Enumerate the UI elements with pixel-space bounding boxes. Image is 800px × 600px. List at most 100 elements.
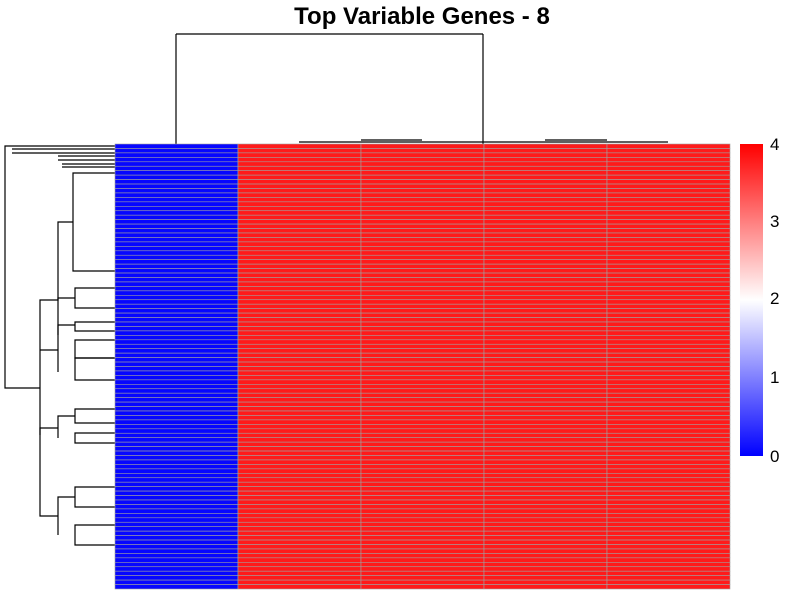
heatmap-cell <box>360 504 485 510</box>
heatmap-cell <box>114 179 239 185</box>
heatmap-cell <box>606 495 731 501</box>
heatmap-cell <box>483 210 608 216</box>
heatmap-cell <box>360 508 485 514</box>
heatmap-cell <box>114 432 239 438</box>
heatmap-cell <box>606 352 731 358</box>
heatmap-cell <box>360 272 485 278</box>
heatmap-cell <box>483 410 608 416</box>
heatmap-cell <box>237 495 362 501</box>
heatmap-cell <box>606 388 731 394</box>
heatmap-cell <box>114 366 239 372</box>
heatmap-cell <box>114 299 239 305</box>
heatmap-cell <box>237 286 362 292</box>
heatmap-cell <box>483 397 608 403</box>
heatmap-cell <box>483 188 608 194</box>
heatmap-cell <box>483 579 608 585</box>
heatmap-cell <box>114 584 239 590</box>
heatmap-cell <box>237 188 362 194</box>
heatmap-cell <box>237 517 362 523</box>
heatmap-cell <box>237 281 362 287</box>
heatmap-cell <box>237 206 362 212</box>
heatmap-cell <box>606 472 731 479</box>
heatmap-cell <box>114 250 239 256</box>
heatmap-cell <box>606 539 731 545</box>
heatmap-cell <box>114 152 239 158</box>
heatmap-cell <box>606 490 731 496</box>
heatmap-cell <box>606 481 731 487</box>
heatmap-cell <box>360 441 485 447</box>
heatmap-cell <box>483 223 608 229</box>
heatmap-cell <box>114 263 239 269</box>
heatmap-cell <box>483 459 608 465</box>
heatmap-cell <box>360 281 485 287</box>
heatmap-cell <box>360 553 485 559</box>
heatmap-cell <box>606 553 731 559</box>
heatmap-cell <box>237 272 362 278</box>
heatmap-cell <box>483 259 608 265</box>
heatmap-cell <box>483 575 608 581</box>
heatmap-cell <box>114 188 239 194</box>
heatmap-cell <box>237 521 362 527</box>
heatmap-cell <box>606 143 731 149</box>
heatmap-cell <box>114 561 239 568</box>
heatmap-cell <box>114 294 239 301</box>
heatmap-cell <box>360 464 485 470</box>
heatmap-cell <box>237 406 362 412</box>
heatmap-cell <box>606 428 731 434</box>
heatmap-cell <box>114 419 239 425</box>
heatmap-cell <box>114 210 239 216</box>
heatmap-cell <box>360 499 485 505</box>
heatmap-cell <box>237 561 362 568</box>
heatmap-cell <box>360 330 485 336</box>
heatmap-cell <box>114 410 239 416</box>
heatmap-cell <box>114 379 239 385</box>
color-scale-tick-label: 0 <box>770 447 779 466</box>
heatmap-cell <box>237 246 362 252</box>
heatmap-cell <box>606 268 731 274</box>
heatmap-cell <box>114 357 239 363</box>
heatmap-cell <box>606 161 731 167</box>
heatmap-cell <box>483 246 608 252</box>
heatmap-cell <box>237 566 362 572</box>
heatmap-cell <box>114 348 239 354</box>
heatmap-cell <box>360 321 485 327</box>
dendrogram-branch <box>74 287 115 309</box>
heatmap-cell <box>483 548 608 554</box>
heatmap-cell <box>114 490 239 496</box>
heatmap-cell <box>114 272 239 278</box>
heatmap-cell <box>114 521 239 527</box>
heatmap-cell <box>114 308 239 314</box>
heatmap-cell <box>360 535 485 541</box>
heatmap-cell <box>237 201 362 207</box>
heatmap-cell <box>483 464 608 470</box>
heatmap-cell <box>237 268 362 274</box>
heatmap-cell <box>606 188 731 194</box>
heatmap-cell <box>360 406 485 412</box>
heatmap-cell <box>606 584 731 590</box>
heatmap-cell <box>237 152 362 158</box>
heatmap-cell <box>483 294 608 301</box>
heatmap-cell <box>237 401 362 407</box>
heatmap-cell <box>360 143 485 149</box>
heatmap-cell <box>237 464 362 470</box>
heatmap-cell <box>114 437 239 443</box>
heatmap-cell <box>483 383 608 390</box>
heatmap-cell <box>114 214 239 220</box>
heatmap-cell <box>483 504 608 510</box>
heatmap-cell <box>114 424 239 430</box>
row-dendrogram <box>4 145 115 546</box>
heatmap-cell <box>483 557 608 563</box>
heatmap-cell <box>114 415 239 421</box>
heatmap-cell <box>360 228 485 234</box>
heatmap-cell <box>483 370 608 376</box>
dendrogram-branch <box>57 324 75 372</box>
heatmap-cell <box>483 343 608 349</box>
heatmap-cell <box>114 201 239 207</box>
chart-title: Top Variable Genes - 8 <box>294 3 550 30</box>
heatmap-cell <box>606 375 731 381</box>
heatmap-cell <box>114 446 239 452</box>
heatmap-cell <box>237 192 362 198</box>
heatmap-cell <box>483 348 608 354</box>
heatmap-cell <box>606 575 731 581</box>
